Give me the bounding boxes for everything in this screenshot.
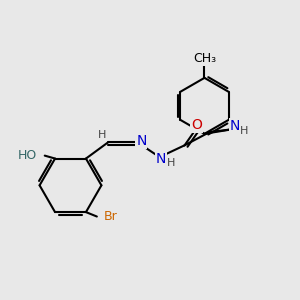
- Text: N: N: [136, 134, 146, 148]
- Text: N: N: [230, 119, 240, 133]
- Text: CH₃: CH₃: [193, 52, 216, 65]
- Text: N: N: [156, 152, 166, 166]
- Text: O: O: [191, 118, 202, 132]
- Text: H: H: [240, 127, 249, 136]
- Text: H: H: [98, 130, 106, 140]
- Text: HO: HO: [18, 149, 38, 162]
- Text: Br: Br: [103, 210, 117, 223]
- Text: H: H: [167, 158, 175, 168]
